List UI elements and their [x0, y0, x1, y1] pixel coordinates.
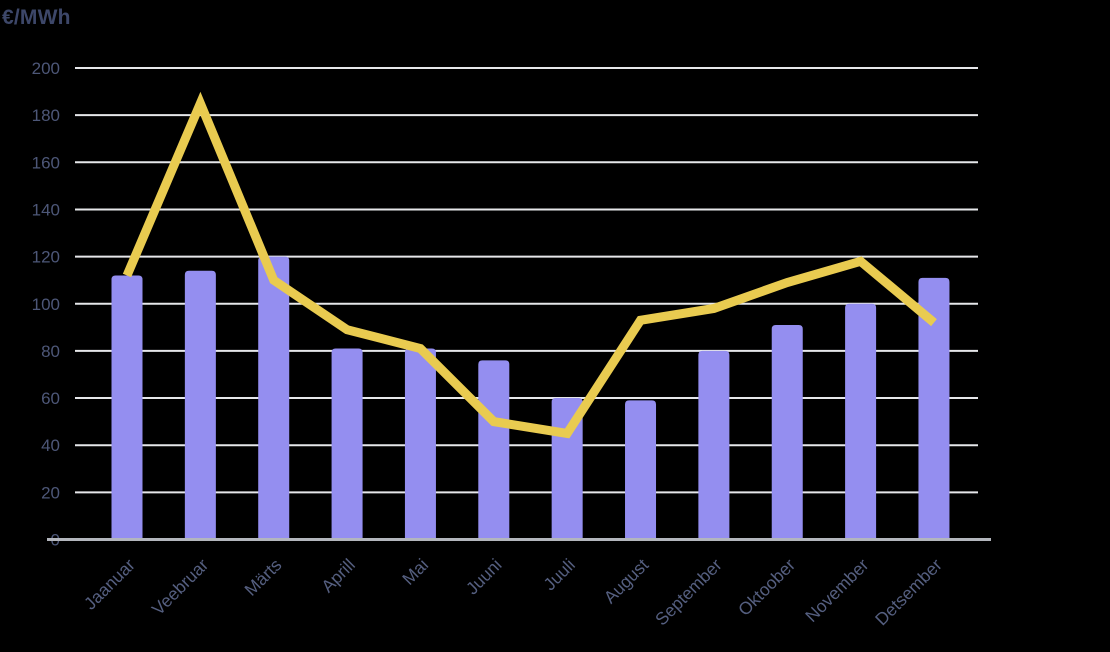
x-tick-label: Juuli: [539, 555, 579, 595]
x-tick-label: Oktoober: [734, 555, 799, 620]
x-tick-label: August: [600, 555, 653, 608]
bar: [845, 303, 877, 540]
x-tick-label: Juuni: [462, 555, 506, 599]
x-tick-label: Veebruar: [148, 555, 212, 619]
y-tick-label: 60: [41, 389, 60, 408]
y-tick-label: 200: [32, 59, 60, 78]
y-tick-label: 20: [41, 483, 60, 502]
bar: [771, 324, 803, 540]
y-tick-label: 160: [32, 153, 60, 172]
bar: [404, 348, 436, 540]
bar: [918, 277, 950, 540]
y-tick-label: 80: [41, 342, 60, 361]
bar: [478, 360, 510, 540]
bar: [331, 348, 363, 540]
bar-series: [111, 256, 950, 540]
x-tick-label: Jaanuar: [80, 555, 139, 614]
bar: [111, 275, 143, 540]
y-tick-label: 140: [32, 200, 60, 219]
y-axis-unit-label: €/MWh: [2, 6, 71, 29]
y-tick-label: 100: [32, 295, 60, 314]
bar: [258, 256, 290, 540]
y-tick-label: 120: [32, 248, 60, 267]
bar: [625, 400, 657, 540]
y-tick-label: 40: [41, 436, 60, 455]
bar: [698, 350, 730, 540]
y-tick-label: 180: [32, 106, 60, 125]
line-series: [122, 91, 937, 439]
x-tick-label: November: [801, 555, 872, 626]
gridlines: [75, 67, 978, 494]
x-tick-label: September: [651, 555, 726, 630]
y-axis-tick-labels: 020406080100120140160180200: [32, 59, 60, 550]
x-tick-label: Aprill: [317, 555, 359, 597]
x-tick-label: Mai: [398, 555, 432, 589]
x-tick-label: Detsember: [871, 555, 946, 630]
bar: [184, 270, 216, 540]
x-axis-tick-labels: Jaanuar Veebruar Märts Aprill Mai Juuni Juuli A…: [80, 555, 946, 630]
x-tick-label: Märts: [240, 555, 285, 600]
